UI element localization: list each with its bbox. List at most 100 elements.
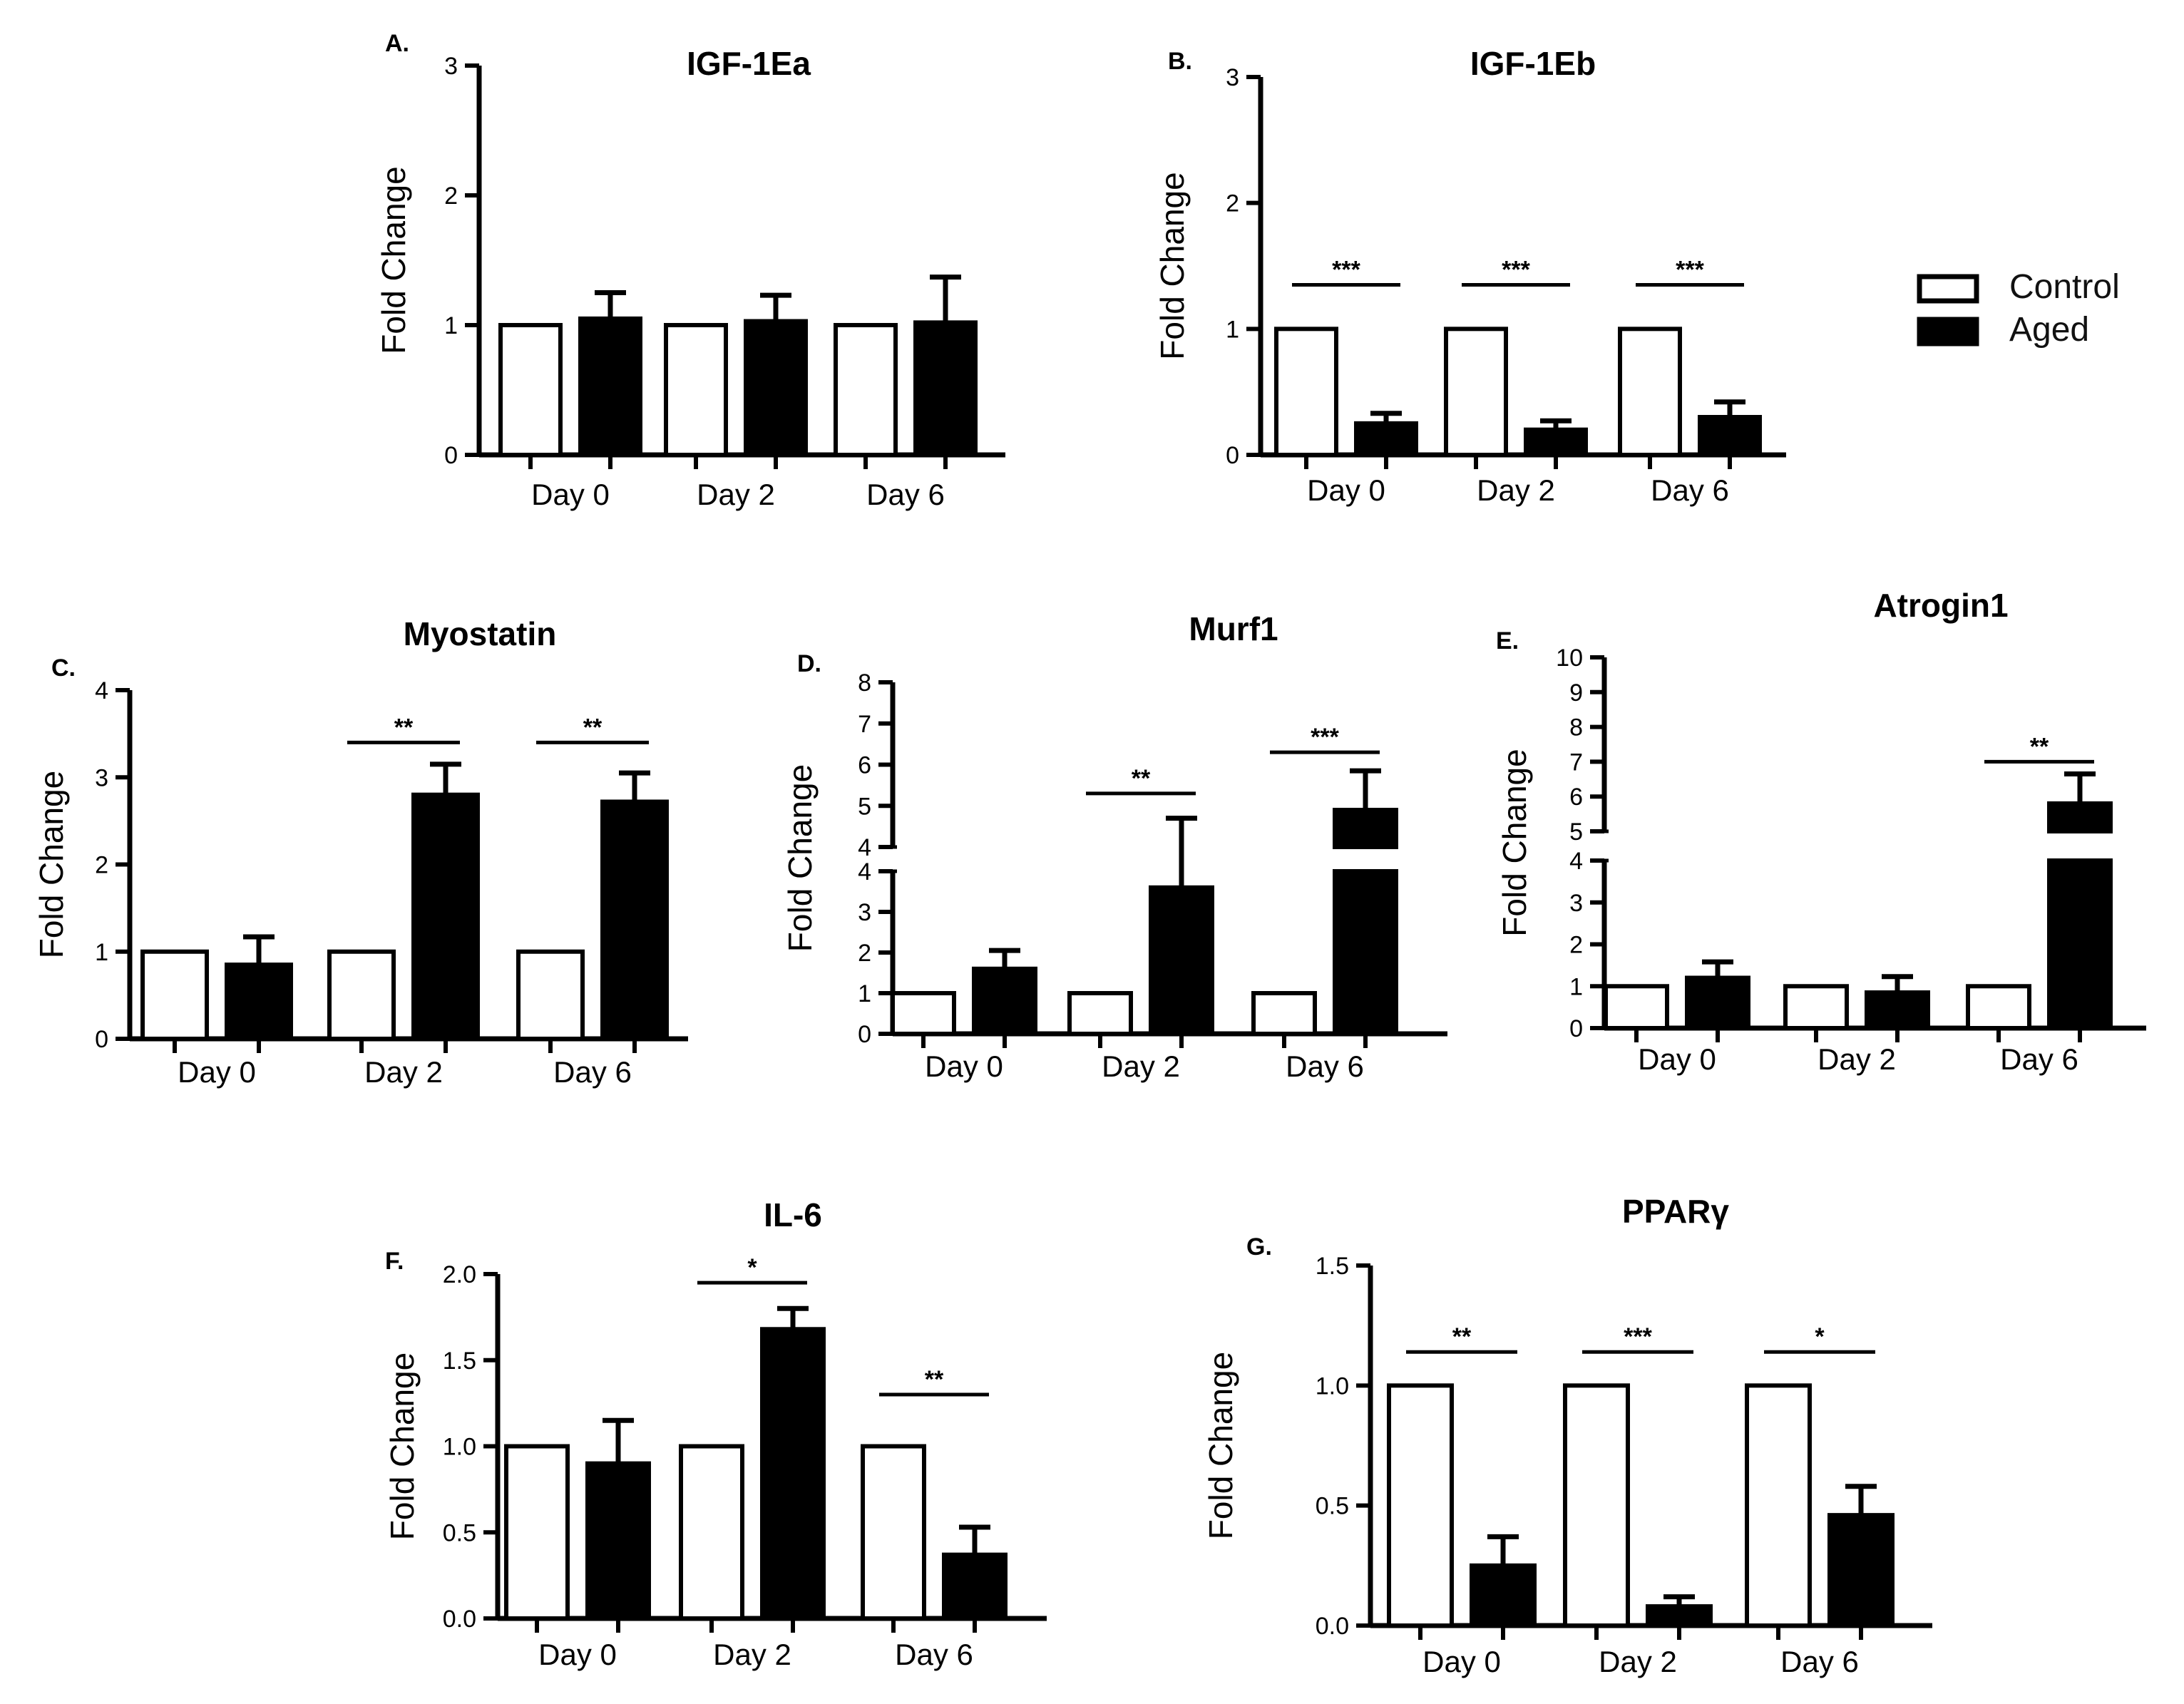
panel-g: PPARγ G. Fold Change 0.0 0.5 1.0 1.5 Day 0 Day 2… (1202, 1193, 1932, 1678)
x-category-label: Day 2 (697, 478, 775, 511)
significance-stars: ** (2030, 733, 2049, 760)
y-tick-label: 1 (444, 312, 458, 339)
bar-control (140, 949, 209, 1041)
bar-control (1387, 1383, 1454, 1628)
y-tick-label: 1.5 (443, 1348, 476, 1375)
y-tick-label: 5 (858, 793, 871, 820)
bar-control (1618, 327, 1682, 458)
y-axis-label: Fold Change (1496, 749, 1533, 936)
x-category-label: Day 2 (1818, 1042, 1896, 1076)
panel-a: IGF-1Ea A. Fold Change 0 1 2 3 Day 0 Day 2 Day 6 (375, 30, 1005, 511)
x-category-label: Day 2 (1102, 1049, 1180, 1083)
bar-aged (578, 316, 642, 457)
bar-control (1274, 327, 1338, 458)
y-tick-label: 2.0 (443, 1261, 476, 1288)
panel-f: IL-6 F. Fold Change 0.0 0.5 1.0 1.5 2.0 Day 0 Day… (384, 1196, 1047, 1671)
bar-aged (1470, 1563, 1537, 1628)
y-axis-label: Fold Change (384, 1353, 421, 1540)
bar-aged (760, 1327, 826, 1621)
bar-control (1251, 991, 1317, 1036)
y-tick-label: 2 (1226, 190, 1239, 217)
y-axis-label: Fold Change (1154, 172, 1191, 359)
panel-title: Murf1 (1189, 610, 1278, 647)
y-tick-label: 0 (1226, 442, 1239, 469)
bar-control (504, 1444, 570, 1621)
y-tick-label: 2 (95, 852, 108, 879)
y-tick-label: 6 (1569, 784, 1583, 811)
x-category-label: Day 0 (178, 1055, 256, 1089)
panel-title: IL-6 (764, 1196, 822, 1233)
bar-aged (1827, 1513, 1895, 1628)
y-tick-label: 8 (858, 669, 871, 697)
bar-control (1604, 984, 1669, 1030)
y-tick-label: 0.5 (443, 1519, 476, 1546)
panel-c: Myostatin C. Fold Change 0 1 2 3 4 Day 0 Day 2 Day… (33, 615, 688, 1089)
bar-aged (1333, 869, 1398, 1036)
y-tick-label: 10 (1556, 645, 1583, 672)
x-category-label: Day 6 (553, 1055, 632, 1089)
significance-stars: * (1815, 1323, 1825, 1350)
x-category-label: Day 2 (713, 1638, 791, 1671)
legend-label-control: Control (2009, 268, 2120, 306)
bar-control (498, 323, 563, 457)
y-tick-label: 4 (1569, 848, 1583, 875)
bar-aged (411, 792, 480, 1041)
y-tick-label: 1 (1226, 316, 1239, 343)
bar-control (664, 323, 728, 457)
bar-aged (1865, 990, 1930, 1030)
significance-stars: *** (1502, 257, 1530, 284)
significance-stars: *** (1624, 1323, 1652, 1350)
x-category-label: Day 6 (866, 478, 945, 511)
panel-label: C. (51, 655, 76, 682)
bar-aged (1333, 808, 1398, 850)
y-tick-label: 3 (1569, 890, 1583, 917)
y-tick-label: 9 (1569, 679, 1583, 707)
bar-aged (1524, 427, 1588, 458)
y-tick-label: 0 (1569, 1015, 1583, 1042)
y-tick-label: 2 (444, 183, 458, 210)
x-category-label: Day 0 (531, 478, 610, 511)
panel-title: PPARγ (1622, 1193, 1729, 1230)
y-tick-label: 0.0 (443, 1606, 476, 1633)
bar-control (679, 1444, 744, 1621)
y-tick-label: 8 (1569, 714, 1583, 741)
x-category-label: Day 0 (925, 1049, 1003, 1083)
bar-aged (225, 963, 293, 1042)
panel-title: Myostatin (404, 615, 557, 652)
bar-aged (1354, 421, 1418, 457)
significance-stars: ** (925, 1366, 944, 1393)
legend-item-control: Control (1917, 268, 2120, 306)
y-tick-label: 3 (444, 53, 458, 80)
bar-control (1783, 984, 1849, 1030)
bar-aged (972, 966, 1037, 1037)
x-category-label: Day 6 (1286, 1049, 1364, 1083)
panel-d: Murf1 D. Fold Change 0 1 2 3 44 5 6 7 8 Day 0 Day 2 Da… (781, 610, 1447, 1083)
y-tick-label: 2 (858, 940, 871, 967)
y-axis-label: Fold Change (781, 764, 819, 952)
significance-stars: ** (1132, 765, 1151, 792)
panel-title: Atrogin1 (1873, 587, 2008, 624)
y-tick-label: 1 (858, 980, 871, 1007)
significance-stars: * (747, 1254, 757, 1281)
significance-stars: ** (394, 714, 414, 741)
y-tick-label: 0 (858, 1021, 871, 1048)
y-tick-label: 1 (1569, 973, 1583, 1000)
bar-aged (2047, 801, 2113, 833)
bar-control (1966, 984, 2031, 1030)
x-category-label: Day 6 (895, 1638, 973, 1671)
y-tick-label: 1.5 (1316, 1253, 1349, 1280)
bar-aged (1646, 1604, 1713, 1628)
x-category-label: Day 2 (1599, 1645, 1677, 1678)
bar-aged (585, 1461, 651, 1621)
y-tick-label: 7 (1569, 749, 1583, 776)
y-tick-label: 2 (1569, 932, 1583, 959)
x-category-label: Day 0 (1307, 473, 1385, 507)
bar-control (834, 323, 898, 457)
y-tick-label: 6 (858, 752, 871, 779)
legend-swatch-control (1917, 274, 1979, 304)
y-tick-label: 0 (95, 1026, 108, 1053)
y-tick-label: 1 (95, 939, 108, 966)
panel-title: IGF-1Ea (687, 45, 811, 82)
